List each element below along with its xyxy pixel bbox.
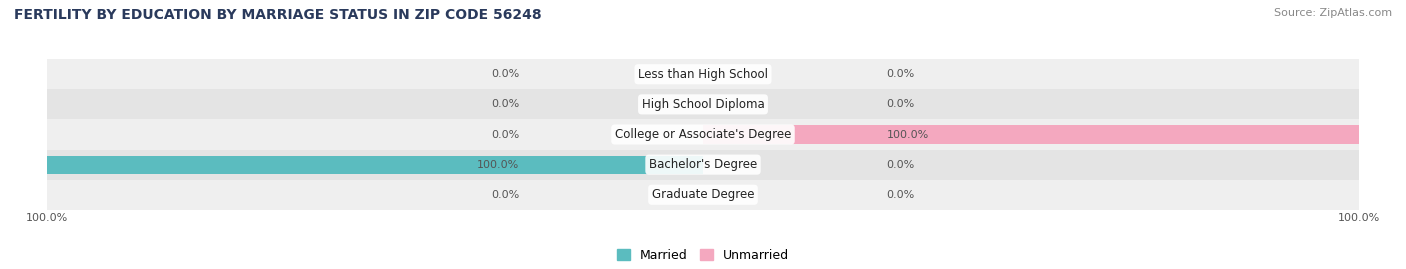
Text: High School Diploma: High School Diploma [641, 98, 765, 111]
Text: 0.0%: 0.0% [491, 129, 519, 140]
Text: FERTILITY BY EDUCATION BY MARRIAGE STATUS IN ZIP CODE 56248: FERTILITY BY EDUCATION BY MARRIAGE STATU… [14, 8, 541, 22]
Text: 100.0%: 100.0% [477, 160, 519, 170]
Text: College or Associate's Degree: College or Associate's Degree [614, 128, 792, 141]
Bar [46, 150, 1360, 180]
Text: 0.0%: 0.0% [491, 190, 519, 200]
Legend: Married, Unmarried: Married, Unmarried [612, 244, 794, 267]
Bar [46, 119, 1360, 150]
Text: 0.0%: 0.0% [491, 69, 519, 79]
Text: 0.0%: 0.0% [887, 99, 915, 109]
Bar [46, 59, 1360, 89]
Text: 0.0%: 0.0% [887, 69, 915, 79]
Text: Less than High School: Less than High School [638, 68, 768, 81]
Text: Bachelor's Degree: Bachelor's Degree [650, 158, 756, 171]
Text: 0.0%: 0.0% [887, 190, 915, 200]
Bar [46, 180, 1360, 210]
Bar [46, 89, 1360, 119]
Text: Graduate Degree: Graduate Degree [652, 188, 754, 201]
Bar [46, 155, 703, 174]
Text: 100.0%: 100.0% [887, 129, 929, 140]
Bar [703, 125, 1360, 144]
Text: Source: ZipAtlas.com: Source: ZipAtlas.com [1274, 8, 1392, 18]
Text: 0.0%: 0.0% [887, 160, 915, 170]
Text: 0.0%: 0.0% [491, 99, 519, 109]
